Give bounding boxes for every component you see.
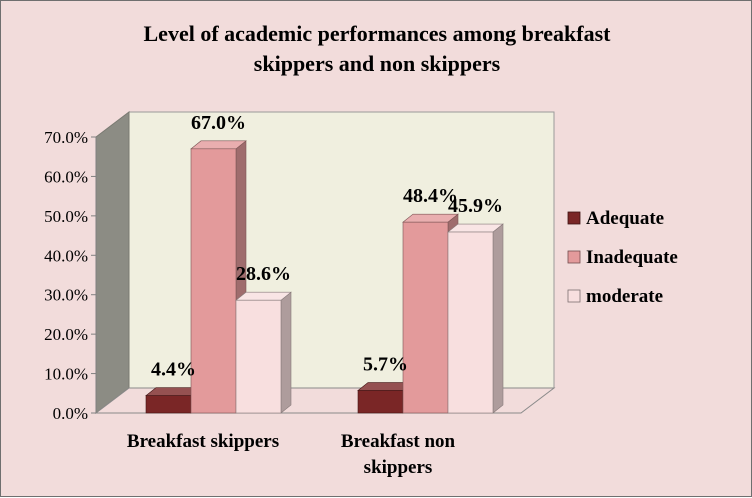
y-tick-label: 70.0% [44,128,88,147]
y-tick-label: 30.0% [44,286,88,305]
bar [447,231,494,414]
bar-side [492,223,504,414]
data-label: 5.7% [363,354,408,376]
y-tick-label: 0.0% [53,404,88,423]
x-axis-categories: Breakfast skippers Breakfast non skippers [127,431,456,478]
y-tick-label: 10.0% [44,365,88,384]
category-label: Breakfast non [341,431,456,452]
bar [402,221,449,414]
y-tick-label: 50.0% [44,207,88,226]
chart-title-line: skippers and non skippers [254,51,501,76]
bar [145,395,192,414]
bar [235,299,282,414]
data-labels: 4.4% 5.7% 67.0% 48.4% 28.6% 45.9% [151,112,503,381]
bar [357,390,404,414]
y-tick-label: 60.0% [44,167,88,186]
bars [145,140,504,414]
legend-swatch [567,211,581,225]
y-tick-label: 40.0% [44,246,88,265]
chart-title-line: Level of academic performances among bre… [144,21,612,46]
bar [190,148,237,414]
data-label: 4.4% [151,359,196,381]
legend-label: Inadequate [586,247,678,268]
legend-label: Adequate [586,208,664,229]
bar-top [235,291,292,301]
data-label: 28.6% [236,263,291,285]
data-label: 48.4% [403,185,458,207]
legend: Adequate Inadequate moderate [567,208,678,307]
data-label: 45.9% [448,195,503,217]
bar-top [447,223,504,233]
bar-top [190,140,247,150]
category-label: Breakfast skippers [127,431,279,452]
legend-swatch [567,250,581,264]
y-tick-label: 20.0% [44,325,88,344]
legend-swatch [567,289,581,303]
data-label: 67.0% [191,112,246,134]
y-axis: 0.0% 10.0% 20.0% 30.0% 40.0% 50.0% 60.0% 70.0% [44,128,97,423]
plot-side-wall [95,110,130,415]
legend-label: moderate [586,286,663,307]
category-label: skippers [364,457,433,478]
chart-title: Level of academic performances among bre… [144,21,612,76]
bar-side [280,291,292,414]
